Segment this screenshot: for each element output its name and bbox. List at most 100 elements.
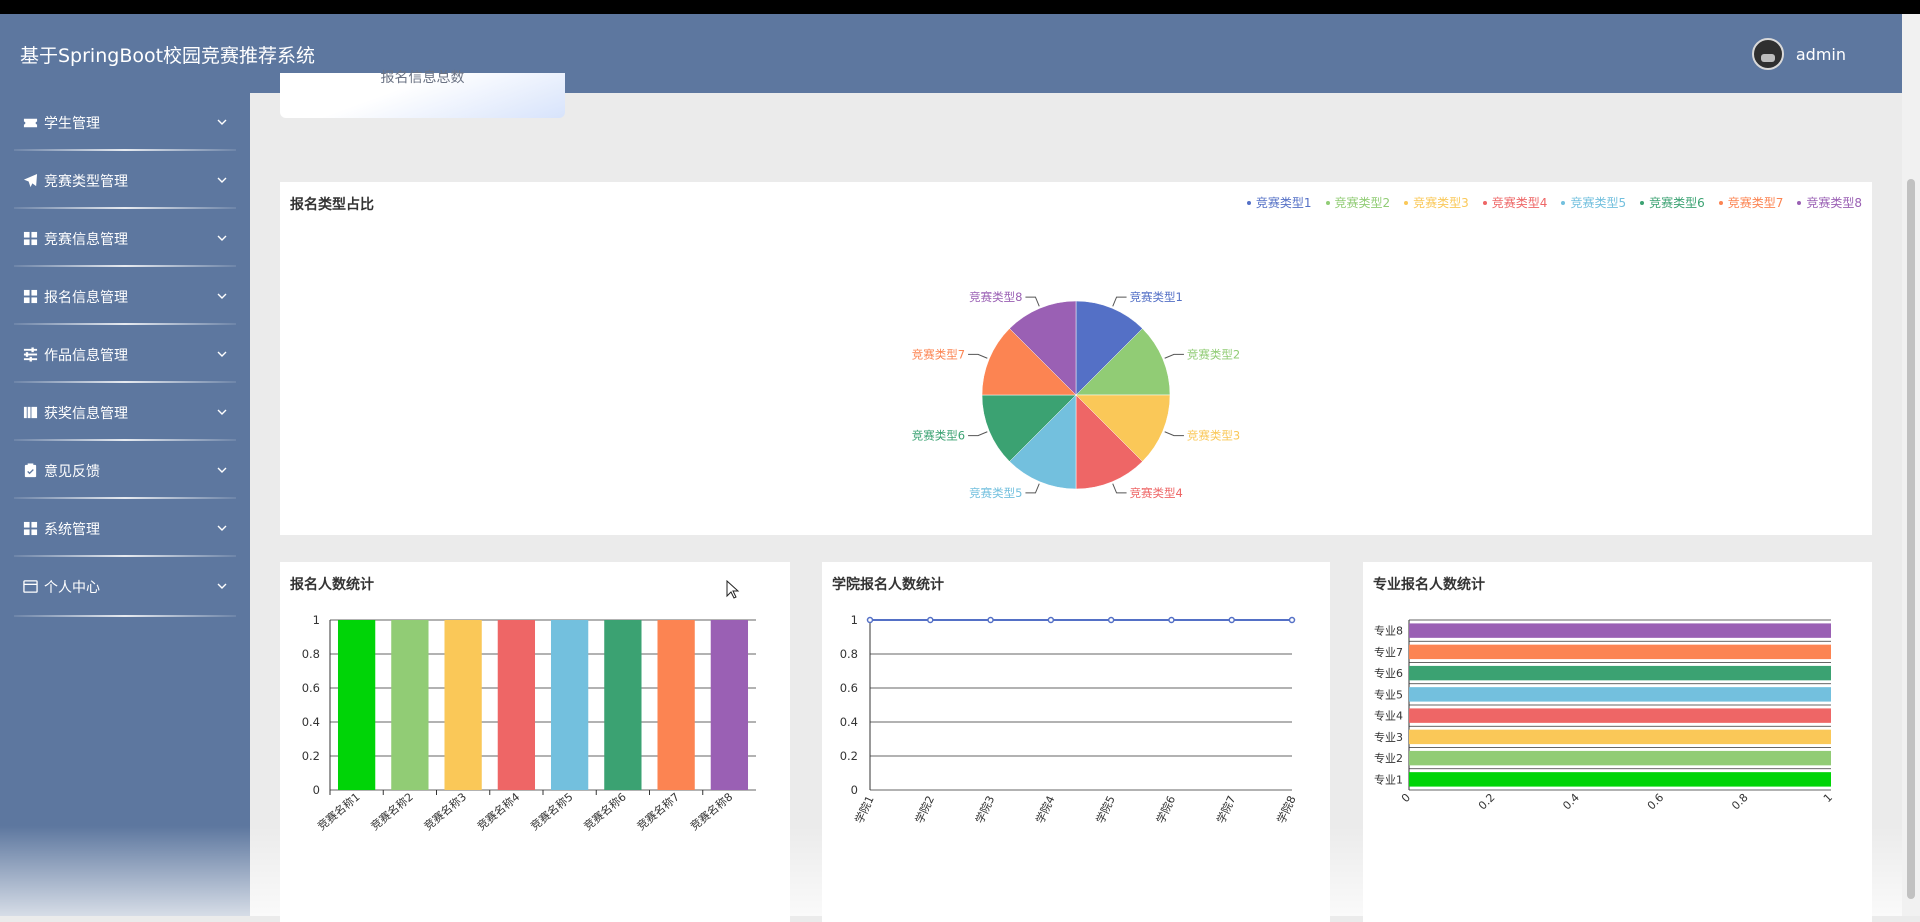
legend-item[interactable]: 竞赛类型3 [1404, 194, 1469, 211]
pie-slice [1075, 394, 1171, 462]
pie-slice [1075, 328, 1171, 396]
y-tick-label: 0 [313, 783, 320, 797]
horizontal-bar-chart: 专业1 专业2 专业3 专业4 专业5 专业6 专业7 专业8 0 0.2 0.4 0.6 0.8 1 [1374, 619, 1835, 813]
sidebar-item-label: 竞赛类型管理 [44, 174, 128, 190]
legend-item[interactable]: 竞赛类型6 [1640, 194, 1705, 211]
sidebar-item-label: 意见反馈 [44, 464, 100, 480]
menu-divider [14, 615, 236, 617]
sidebar-item-works[interactable]: 作品信息管理 [0, 325, 250, 383]
x-tick-label: 学院6 [1153, 793, 1178, 825]
pie-label: 竞赛类型8 [969, 290, 1022, 304]
pie-label-line [968, 353, 988, 359]
page-scrollbar[interactable] [1902, 14, 1920, 916]
y-tick-label: 专业6 [1374, 666, 1403, 680]
legend-item[interactable]: 竞赛类型2 [1325, 194, 1391, 211]
y-tick-label: 0 [851, 783, 858, 797]
data-point [1288, 616, 1296, 624]
sidebar-item-competition-type[interactable]: 竞赛类型管理 [0, 151, 250, 209]
x-tick-label: 0.4 [1560, 791, 1582, 813]
sidebar-item-registration[interactable]: 报名信息管理 [0, 267, 250, 325]
user-menu[interactable]: admin [1751, 38, 1846, 70]
bar-chart-panel: 报名人数统计 0 0.2 0.4 0.6 0.8 1 竞赛名称1 竞赛名称2 竞赛名称3 竞赛名称… [280, 562, 790, 922]
x-tick-label: 竞赛名称5 [527, 790, 575, 834]
x-tick-label: 竞赛名称2 [368, 790, 416, 834]
sidebar-item-label: 竞赛信息管理 [44, 232, 128, 248]
pie-slice [981, 328, 1077, 396]
bar [444, 620, 482, 790]
y-tick-label: 0.4 [302, 715, 320, 729]
legend-item[interactable]: 竞赛类型1 [1246, 194, 1312, 211]
bar [1409, 644, 1831, 660]
x-tick-label: 竞赛名称6 [581, 790, 629, 834]
menu-divider [14, 207, 236, 209]
menu-divider [14, 439, 236, 441]
mouse-cursor-icon [726, 580, 740, 599]
legend-item[interactable]: 竞赛类型5 [1561, 194, 1626, 211]
data-point [866, 616, 874, 624]
x-tick-label: 0.8 [1729, 791, 1751, 813]
sidebar-item-label: 作品信息管理 [44, 348, 128, 364]
legend-label: 竞赛类型3 [1413, 196, 1469, 210]
data-point [1228, 616, 1235, 624]
bar [1409, 665, 1831, 681]
line-chart-panel: 学院报名人数统计 0 0.2 0.4 0.6 0.8 1 学院1 学院2 学院3 学院4 学院5 学院… [822, 562, 1330, 922]
bar [497, 620, 536, 790]
chevron-down-icon [217, 583, 227, 589]
legend-label: 竞赛类型5 [1570, 196, 1627, 210]
sidebar-item-feedback[interactable]: 意见反馈 [0, 441, 250, 499]
sidebar-item-label: 获奖信息管理 [44, 406, 128, 422]
stat-card-registrations: 报名信息总数 [280, 70, 565, 118]
pie-label-line [968, 431, 988, 437]
grid-icon [23, 521, 38, 536]
pie-slice [1075, 394, 1143, 490]
sidebar-item-label: 学生管理 [44, 116, 100, 132]
legend-item[interactable]: 竞赛类型4 [1482, 194, 1547, 211]
legend-item[interactable]: 竞赛类型7 [1718, 194, 1783, 211]
legend-label: 竞赛类型2 [1334, 196, 1391, 210]
x-tick-label: 1 [1821, 791, 1835, 805]
pie-label: 竞赛类型4 [1130, 486, 1183, 500]
legend-marker [1640, 200, 1645, 205]
main-content: 报名信息总数 报名类型占比 竞赛类型1 竞赛类型2 竞赛类型3 竞赛类型4 竞赛类型5 竞… [250, 70, 1902, 922]
x-tick-label: 学院8 [1274, 793, 1299, 825]
bar [1409, 623, 1831, 638]
y-tick-label: 0.6 [302, 681, 320, 695]
sidebar-item-system[interactable]: 系统管理 [0, 499, 250, 557]
legend-marker [1404, 200, 1409, 205]
sidebar-item-competition-info[interactable]: 竞赛信息管理 [0, 209, 250, 267]
stat-card-label: 报名信息总数 [380, 70, 465, 86]
grid-icon [23, 289, 38, 304]
sidebar-item-student[interactable]: 学生管理 [0, 93, 250, 151]
chevron-down-icon [217, 351, 227, 357]
pie-slice [1009, 394, 1077, 490]
x-tick-label: 学院1 [852, 793, 877, 825]
y-tick-label: 专业4 [1374, 709, 1403, 723]
card-icon [23, 580, 38, 593]
pie-label: 竞赛类型6 [912, 429, 965, 443]
data-point [927, 616, 934, 624]
chevron-down-icon [217, 119, 227, 125]
scrollbar-thumb[interactable] [1907, 179, 1915, 899]
data-point [1107, 616, 1115, 624]
hbar-chart-panel: 专业报名人数统计 专业1 专业2 专业3 专业4 专业5 专业6 专业7 专业8 0 0.2 0.4… [1363, 562, 1872, 922]
x-tick-label: 竞赛名称3 [421, 790, 469, 834]
legend-label: 竞赛类型6 [1649, 196, 1705, 210]
sidebar-item-label: 个人中心 [44, 580, 100, 596]
bar [337, 620, 376, 790]
avatar[interactable] [1751, 38, 1784, 70]
pie-label-line [1112, 483, 1127, 494]
y-tick-label: 专业2 [1374, 751, 1403, 765]
chart-legend[interactable]: 竞赛类型1 竞赛类型2 竞赛类型3 竞赛类型4 竞赛类型5 竞赛类型6 竞赛类型7 竞赛类型8 [1246, 194, 1862, 211]
panel-title: 专业报名人数统计 [1373, 577, 1485, 593]
pie-label-line [1164, 431, 1184, 437]
books-icon [23, 406, 38, 419]
menu-divider [14, 323, 236, 325]
legend-item[interactable]: 竞赛类型8 [1797, 194, 1862, 211]
y-tick-label: 0.6 [840, 681, 858, 695]
sidebar-item-profile[interactable]: 个人中心 [0, 557, 250, 617]
sidebar-item-awards[interactable]: 获奖信息管理 [0, 383, 250, 441]
chevron-down-icon [217, 235, 227, 241]
pie-slice [981, 394, 1077, 462]
user-name[interactable]: admin [1795, 44, 1846, 64]
